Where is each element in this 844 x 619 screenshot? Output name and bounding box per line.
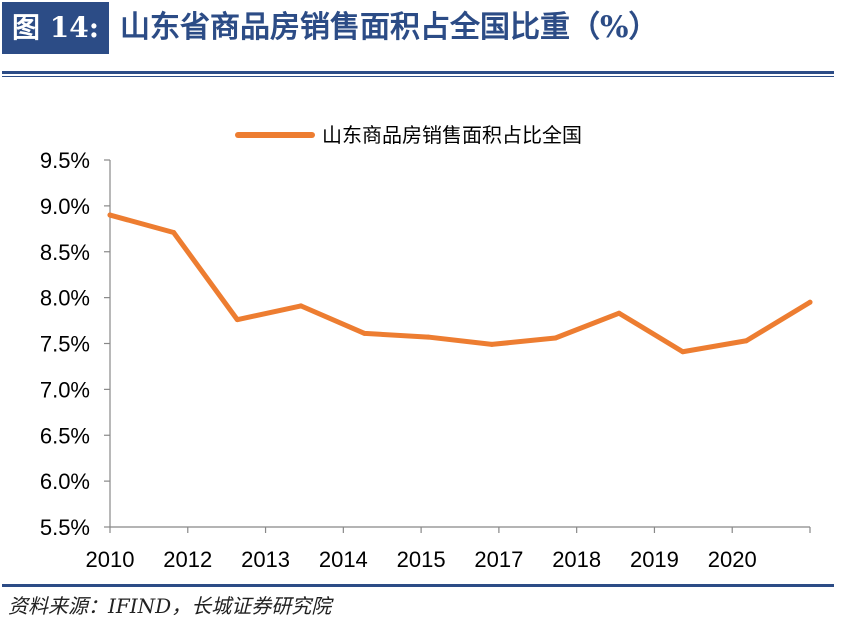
y-tick-label: 8.0% (40, 286, 90, 311)
x-tick-label: 2019 (630, 547, 679, 572)
data-point (552, 335, 558, 341)
y-tick-label: 9.0% (40, 194, 90, 219)
data-point (425, 334, 431, 340)
data-point (680, 349, 686, 355)
data-point (298, 303, 304, 309)
x-tick-label: 2020 (708, 547, 757, 572)
x-tick-label: 2013 (241, 547, 290, 572)
y-tick-label: 8.5% (40, 240, 90, 265)
x-tick-label: 2018 (552, 547, 601, 572)
x-tick-label: 2017 (474, 547, 523, 572)
data-point (807, 299, 813, 305)
top-divider (2, 71, 834, 74)
legend-label: 山东商品房销售面积占比全国 (322, 123, 582, 147)
y-tick-label: 5.5% (40, 515, 90, 540)
data-point (616, 310, 622, 316)
y-tick-label: 9.5% (40, 148, 90, 173)
top-divider-thin (2, 76, 834, 77)
data-point (107, 212, 113, 218)
x-tick-label: 2014 (319, 547, 368, 572)
data-point (234, 317, 240, 323)
figure-label: 图 14: (2, 2, 110, 54)
y-tick-label: 7.0% (40, 377, 90, 402)
source-note: 资料来源：IFIND，长城证券研究院 (8, 594, 332, 618)
data-point (171, 229, 177, 235)
x-tick-label: 2012 (163, 547, 212, 572)
figure-title: 山东省商品房销售面积占全国比重（%） (120, 10, 659, 45)
y-tick-label: 6.5% (40, 423, 90, 448)
y-tick-label: 7.5% (40, 332, 90, 357)
y-tick-label: 6.0% (40, 469, 90, 494)
figure-header: 图 14: 山东省商品房销售面积占全国比重（%） (0, 0, 844, 60)
data-point (743, 338, 749, 344)
data-point (362, 330, 368, 336)
line-chart: 5.5% 6.0% 6.5% 7.0% 7.5% 8.0% 8.5% 9.0% 9.5% 2010… (40, 123, 813, 572)
data-point (489, 341, 495, 347)
series-line (107, 212, 813, 355)
x-tick-label: 2015 (397, 547, 446, 572)
x-tick-label: 2010 (86, 547, 135, 572)
bottom-divider (2, 584, 834, 587)
